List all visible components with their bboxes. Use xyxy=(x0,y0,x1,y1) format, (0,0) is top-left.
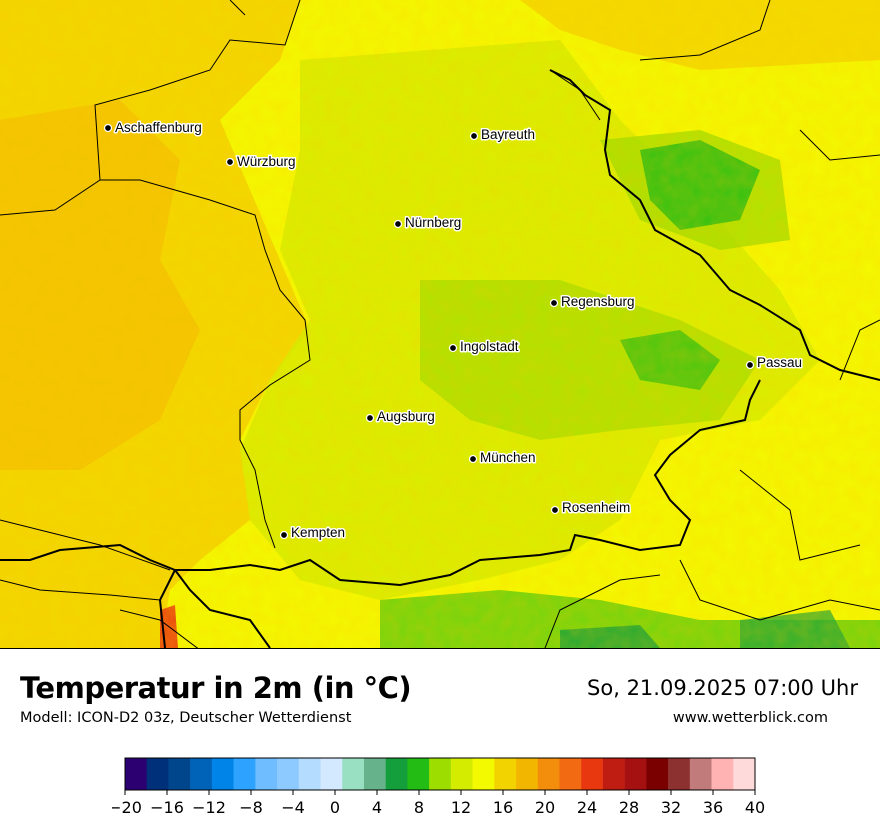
city-passau[interactable]: Passau xyxy=(745,354,804,372)
legend-swatch xyxy=(385,758,408,790)
legend-swatch xyxy=(233,758,256,790)
city-label: München xyxy=(480,450,536,465)
legend-swatch xyxy=(298,758,321,790)
city-markers: Aschaffenburg Würzburg Bayreuth Nürnberg… xyxy=(103,119,804,542)
legend-border xyxy=(124,757,756,791)
city-dot xyxy=(549,298,559,308)
legend-swatch xyxy=(602,758,625,790)
city-label: Regensburg xyxy=(561,294,635,309)
color-legend: −20 −16 −12 −8 −4 0 4 8 12 16 20 24 28 32 36 40 xyxy=(112,757,765,817)
legend-swatch xyxy=(581,758,604,790)
city-dot xyxy=(103,123,113,133)
city-dot xyxy=(279,530,289,540)
legend-swatch xyxy=(168,758,191,790)
city-aschaffenburg[interactable]: Aschaffenburg xyxy=(103,119,203,137)
legend-swatch xyxy=(125,758,148,790)
city-muenchen[interactable]: München xyxy=(468,449,537,467)
city-dot xyxy=(550,505,560,515)
city-dot xyxy=(225,157,235,167)
temperature-map: Aschaffenburg Würzburg Bayreuth Nürnberg… xyxy=(0,0,880,649)
model-info: Modell: ICON-D2 03z, Deutscher Wetterdie… xyxy=(20,710,352,726)
legend-tick-label: 28 xyxy=(619,798,639,817)
city-bayreuth[interactable]: Bayreuth xyxy=(469,126,537,144)
legend-tick-label: 20 xyxy=(535,798,555,817)
legend-tick-label: −12 xyxy=(192,798,226,817)
city-label: Würzburg xyxy=(237,154,296,169)
legend-swatch xyxy=(363,758,386,790)
legend-swatch xyxy=(516,758,539,790)
city-rosenheim[interactable]: Rosenheim xyxy=(550,499,632,517)
city-label: Kempten xyxy=(291,525,345,540)
footer: Temperatur in 2m (in °C) Modell: ICON-D2… xyxy=(0,649,880,830)
city-dot xyxy=(468,454,478,464)
city-dot xyxy=(745,360,755,370)
legend-swatch xyxy=(429,758,452,790)
legend-tick-label: −8 xyxy=(239,798,263,817)
legend-swatch xyxy=(537,758,560,790)
legend-tick-label: 8 xyxy=(414,798,424,817)
city-label: Passau xyxy=(757,355,802,370)
city-augsburg[interactable]: Augsburg xyxy=(365,408,436,426)
legend-swatches xyxy=(124,757,756,791)
legend-tick-label: −20 xyxy=(112,798,142,817)
website-link[interactable]: www.wetterblick.com xyxy=(672,710,828,726)
legend-tick-label: 16 xyxy=(493,798,513,817)
state-borders xyxy=(0,0,880,648)
legend-swatch xyxy=(146,758,169,790)
legend-tick-label: 0 xyxy=(330,798,340,817)
city-dot xyxy=(469,131,479,141)
legend-swatch xyxy=(450,758,473,790)
city-label: Ingolstadt xyxy=(460,339,519,354)
map-svg: Aschaffenburg Würzburg Bayreuth Nürnberg… xyxy=(0,0,880,648)
legend-swatch xyxy=(559,758,582,790)
legend-tick-label: 4 xyxy=(372,798,382,817)
legend-swatch xyxy=(624,758,647,790)
legend-tick-label: 32 xyxy=(661,798,681,817)
map-title: Temperatur in 2m (in °C) xyxy=(20,671,412,705)
legend-swatch xyxy=(733,758,756,790)
legend-swatch xyxy=(407,758,430,790)
texture-layer xyxy=(0,0,880,648)
legend-swatch xyxy=(277,758,300,790)
legend-swatch xyxy=(190,758,213,790)
city-label: Nürnberg xyxy=(405,215,461,230)
city-wuerzburg[interactable]: Würzburg xyxy=(225,153,297,171)
country-border xyxy=(0,69,880,648)
city-regensburg[interactable]: Regensburg xyxy=(549,293,636,311)
legend-swatch xyxy=(711,758,734,790)
city-label: Augsburg xyxy=(377,409,435,424)
city-dot xyxy=(393,219,403,229)
legend-tick-label: 40 xyxy=(745,798,765,817)
city-label: Rosenheim xyxy=(562,500,630,515)
city-label: Bayreuth xyxy=(481,127,535,142)
legend-swatch xyxy=(342,758,365,790)
legend-swatch xyxy=(668,758,691,790)
legend-swatch xyxy=(320,758,343,790)
legend-swatch xyxy=(211,758,234,790)
legend-swatch xyxy=(255,758,278,790)
city-dot xyxy=(448,343,458,353)
city-dot xyxy=(365,413,375,423)
legend-swatch xyxy=(494,758,517,790)
legend-tick-label: 36 xyxy=(703,798,723,817)
legend-tick-label: −16 xyxy=(150,798,184,817)
forecast-datetime: So, 21.09.2025 07:00 Uhr xyxy=(587,676,858,700)
legend-swatch xyxy=(689,758,712,790)
legend-tick-label: 12 xyxy=(451,798,471,817)
legend-tick-label: −4 xyxy=(281,798,305,817)
city-label: Aschaffenburg xyxy=(115,120,202,135)
city-kempten[interactable]: Kempten xyxy=(279,524,347,542)
legend-ticks: −20 −16 −12 −8 −4 0 4 8 12 16 20 24 28 32 36 40 xyxy=(112,790,765,817)
city-ingolstadt[interactable]: Ingolstadt xyxy=(448,338,520,356)
city-nuernberg[interactable]: Nürnberg xyxy=(393,214,463,232)
legend-swatch xyxy=(472,758,495,790)
legend-tick-label: 24 xyxy=(577,798,597,817)
legend-swatch xyxy=(646,758,669,790)
